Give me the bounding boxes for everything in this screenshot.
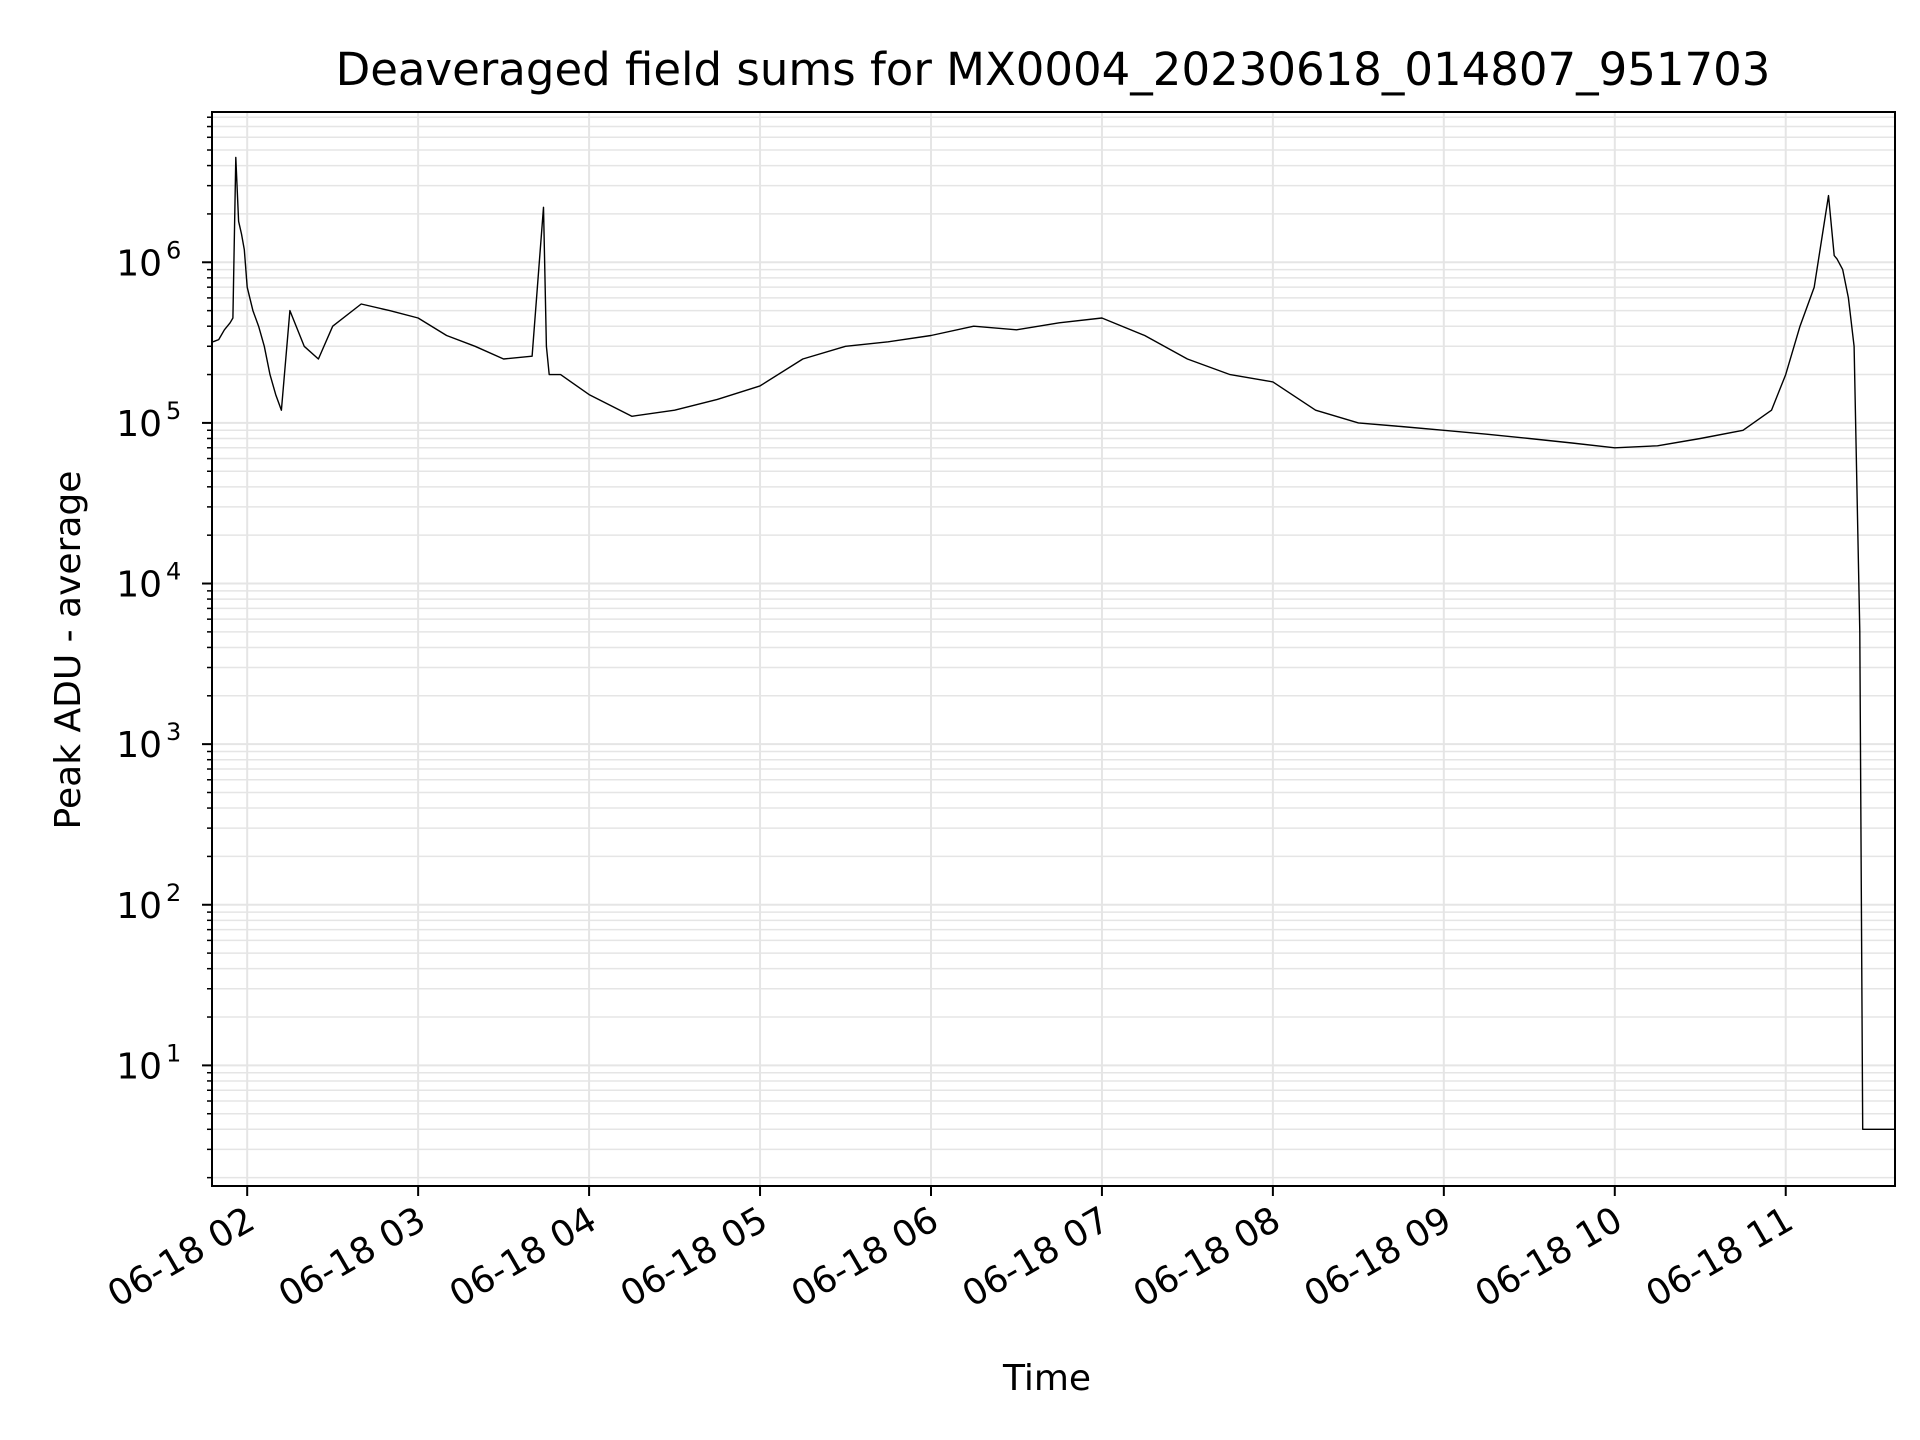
chart-title: Deaveraged field sums for MX0004_2023061… xyxy=(336,43,1771,96)
y-tick-label: 10 xyxy=(116,404,162,445)
y-tick-label: 10 xyxy=(116,1046,162,1087)
y-tick-exponent: 5 xyxy=(166,397,181,425)
y-tick-exponent: 3 xyxy=(166,718,181,746)
y-tick-exponent: 1 xyxy=(166,1039,181,1067)
y-tick-label: 10 xyxy=(116,886,162,927)
y-tick-exponent: 4 xyxy=(166,558,181,586)
y-tick-label: 10 xyxy=(116,243,162,284)
series-line xyxy=(213,156,1894,1130)
plot-frame xyxy=(211,111,1896,1187)
major-grid xyxy=(213,113,1894,1185)
y-tick-label: 10 xyxy=(116,565,162,606)
y-tick-exponent: 2 xyxy=(166,879,181,907)
x-axis-label: Time xyxy=(1002,1358,1091,1399)
y-axis-label: Peak ADU - average xyxy=(48,471,89,830)
y-tick-label: 10 xyxy=(116,725,162,766)
y-tick-exponent: 6 xyxy=(166,236,181,264)
